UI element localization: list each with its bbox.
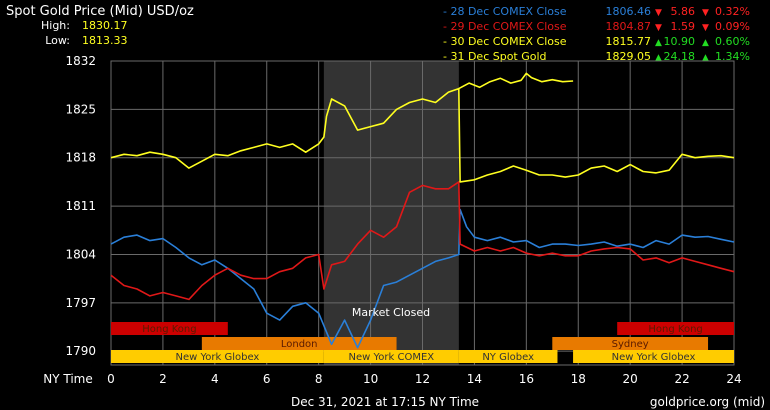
- up-arrow-icon: ▲: [702, 38, 709, 48]
- legend-label: - 28 Dec COMEX Close: [443, 5, 567, 18]
- x-tick-label: 4: [211, 372, 219, 386]
- low-label: Low:: [45, 34, 70, 47]
- legend-price: 1815.77: [606, 35, 652, 48]
- session-label: New York Globex: [612, 352, 696, 363]
- legend-change: 24.18: [664, 50, 696, 63]
- up-arrow-icon: ▲: [702, 53, 709, 63]
- plot-area: Hong Kong Hong Kong London Sydney New York G…: [43, 54, 741, 386]
- chart-footer: Dec 31, 2021 at 17:15 NY Time goldprice.…: [291, 395, 765, 409]
- session-bar-fill: [552, 337, 709, 350]
- legend-price: 1806.46: [606, 5, 652, 18]
- y-tick-label: 1825: [65, 102, 96, 116]
- session-bar-fill: [111, 322, 228, 335]
- x-tick-label: 8: [315, 372, 323, 386]
- legend-entry: - 29 Dec COMEX Close 1804.87 ▼ 1.59 ▼ 0.09%: [443, 20, 750, 33]
- series-line: [110, 208, 735, 349]
- legend-percent: 0.32%: [715, 5, 750, 18]
- down-arrow-icon: ▼: [655, 23, 662, 33]
- legend-change: 10.90: [664, 35, 696, 48]
- down-arrow-icon: ▼: [702, 8, 709, 18]
- legend-entry: - 31 Dec Spot Gold 1829.05 ▲ 24.18 ▲ 1.34%: [443, 50, 750, 63]
- legend-price: 1829.05: [606, 50, 652, 63]
- legend-change: 5.86: [671, 5, 696, 18]
- legend-entry: - 30 Dec COMEX Close 1815.77 ▲ 10.90 ▲ 0.60%: [443, 35, 750, 48]
- session-bar-fill: [323, 350, 459, 363]
- session-bar-fill: [458, 350, 558, 363]
- session-bar: Hong Kong: [111, 322, 228, 335]
- session-bar: Hong Kong: [617, 322, 734, 335]
- session-label: Hong Kong: [142, 324, 196, 335]
- session-bar: Sydney: [552, 337, 709, 350]
- x-tick-label: 24: [726, 372, 741, 386]
- legend-percent: 0.09%: [715, 20, 750, 33]
- session-label: London: [281, 339, 318, 350]
- source-credit: goldprice.org (mid): [650, 395, 765, 409]
- down-arrow-icon: ▼: [655, 8, 662, 18]
- x-tick-label: 2: [159, 372, 167, 386]
- x-tick-label: 14: [467, 372, 482, 386]
- y-tick-label: 1832: [65, 54, 96, 68]
- session-bar: NY Globex: [458, 350, 558, 363]
- x-tick-label: 10: [363, 372, 378, 386]
- y-tick-label: 1804: [65, 247, 96, 261]
- legend: - 28 Dec COMEX Close 1806.46 ▼ 5.86 ▼ 0.32%- …: [443, 5, 750, 63]
- down-arrow-icon: ▼: [702, 23, 709, 33]
- series-line: [110, 87, 735, 183]
- legend-label: - 29 Dec COMEX Close: [443, 20, 567, 33]
- market-closed-region: [323, 61, 459, 365]
- chart-title: Spot Gold Price (Mid) USD/oz: [6, 4, 194, 19]
- x-tick-label: 12: [415, 372, 430, 386]
- y-tick-label: 1818: [65, 151, 96, 165]
- y-tick-label: 1790: [65, 344, 96, 358]
- x-tick-label: 0: [107, 372, 115, 386]
- session-bar-fill: [573, 350, 734, 363]
- session-bar: London: [201, 337, 397, 350]
- low-value: 1813.33: [82, 34, 128, 47]
- session-label: Hong Kong: [648, 324, 702, 335]
- x-tick-label: 6: [263, 372, 271, 386]
- chart-header: Spot Gold Price (Mid) USD/oz High: 1830.…: [6, 4, 194, 47]
- timestamp: Dec 31, 2021 at 17:15 NY Time: [291, 395, 479, 409]
- series-line: [110, 181, 735, 301]
- session-bar: New York Globex: [111, 350, 324, 363]
- session-label: Sydney: [612, 339, 649, 350]
- legend-change: 1.59: [671, 20, 696, 33]
- legend-percent: 1.34%: [715, 50, 750, 63]
- plot-border: [110, 60, 735, 366]
- legend-price: 1804.87: [606, 20, 652, 33]
- legend-percent: 0.60%: [715, 35, 750, 48]
- session-bar-fill: [201, 337, 397, 350]
- session-label: NY Globex: [482, 352, 534, 363]
- legend-label: - 30 Dec COMEX Close: [443, 35, 567, 48]
- x-tick-label: 16: [519, 372, 534, 386]
- legend-label: - 31 Dec Spot Gold: [443, 50, 547, 63]
- x-tick-label: 20: [623, 372, 638, 386]
- session-bar-fill: [617, 322, 734, 335]
- up-arrow-icon: ▲: [655, 53, 662, 63]
- x-tick-label: 22: [674, 372, 689, 386]
- series-line: [458, 72, 574, 90]
- session-label: New York COMEX: [349, 352, 435, 363]
- y-tick-label: 1797: [65, 296, 96, 310]
- high-label: High:: [41, 19, 70, 32]
- session-bar: New York Globex: [573, 350, 734, 363]
- x-axis-label: NY Time: [43, 372, 93, 386]
- high-value: 1830.17: [82, 19, 128, 32]
- legend-entry: - 28 Dec COMEX Close 1806.46 ▼ 5.86 ▼ 0.32%: [443, 5, 750, 18]
- session-label: New York Globex: [175, 352, 259, 363]
- up-arrow-icon: ▲: [655, 38, 662, 48]
- x-tick-label: 18: [571, 372, 586, 386]
- session-bar: New York COMEX: [323, 350, 459, 363]
- y-tick-label: 1811: [65, 199, 96, 213]
- session-bar-fill: [111, 350, 324, 363]
- market-closed-label: Market Closed: [352, 306, 430, 319]
